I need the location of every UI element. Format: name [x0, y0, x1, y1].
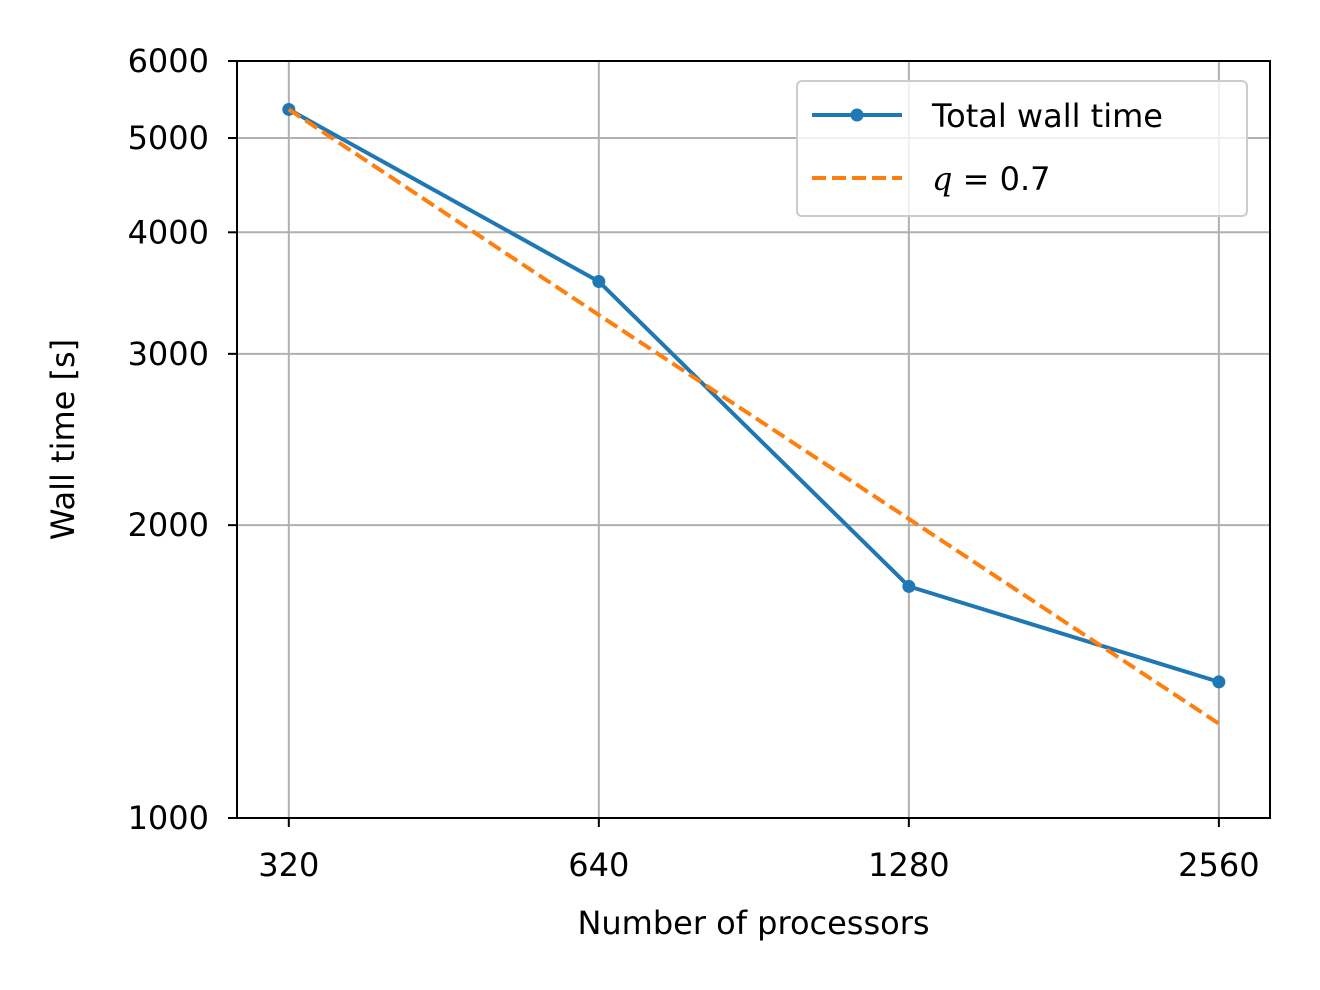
x-tick-label-320: 320 [258, 846, 319, 884]
legend-label-q-fit: q = 0.7 [932, 160, 1051, 198]
y-tick-label-2000: 2000 [128, 506, 209, 544]
series-line-total-wall-time [287, 107, 1220, 684]
y-tick-label-5000: 5000 [128, 119, 209, 157]
data-point-total-wall-time-1280 [902, 579, 916, 593]
y-tick-label-6000: 6000 [128, 42, 209, 80]
legend: Total wall time q = 0.7 [796, 80, 1248, 217]
legend-math-rest: = 0.7 [952, 160, 1050, 198]
x-tick-label-1280: 1280 [868, 846, 949, 884]
y-tick-label-3000: 3000 [128, 335, 209, 373]
series-line-q-0-7 [287, 107, 1221, 726]
legend-marker-total-wall-time [850, 108, 864, 122]
y-tick-label-1000: 1000 [128, 799, 209, 837]
plot-series [282, 102, 1226, 726]
data-point-total-wall-time-640 [592, 275, 606, 289]
x-tick-label-640: 640 [568, 846, 629, 884]
legend-box [796, 80, 1248, 217]
legend-label-total-wall-time: Total wall time [931, 97, 1163, 135]
x-tick-label-2560: 2560 [1178, 846, 1259, 884]
axis-ticks: 320 640 1280 2560 1000 2000 3000 4000 5000 6000 [128, 42, 1260, 884]
data-point-total-wall-time-2560 [1212, 675, 1226, 689]
axes-frame [236, 60, 1271, 819]
x-axis-label: Number of processors [577, 904, 929, 942]
y-tick-label-4000: 4000 [128, 213, 209, 251]
y-axis-label: Wall time [s] [44, 339, 82, 540]
legend-math-symbol: q [932, 160, 952, 198]
